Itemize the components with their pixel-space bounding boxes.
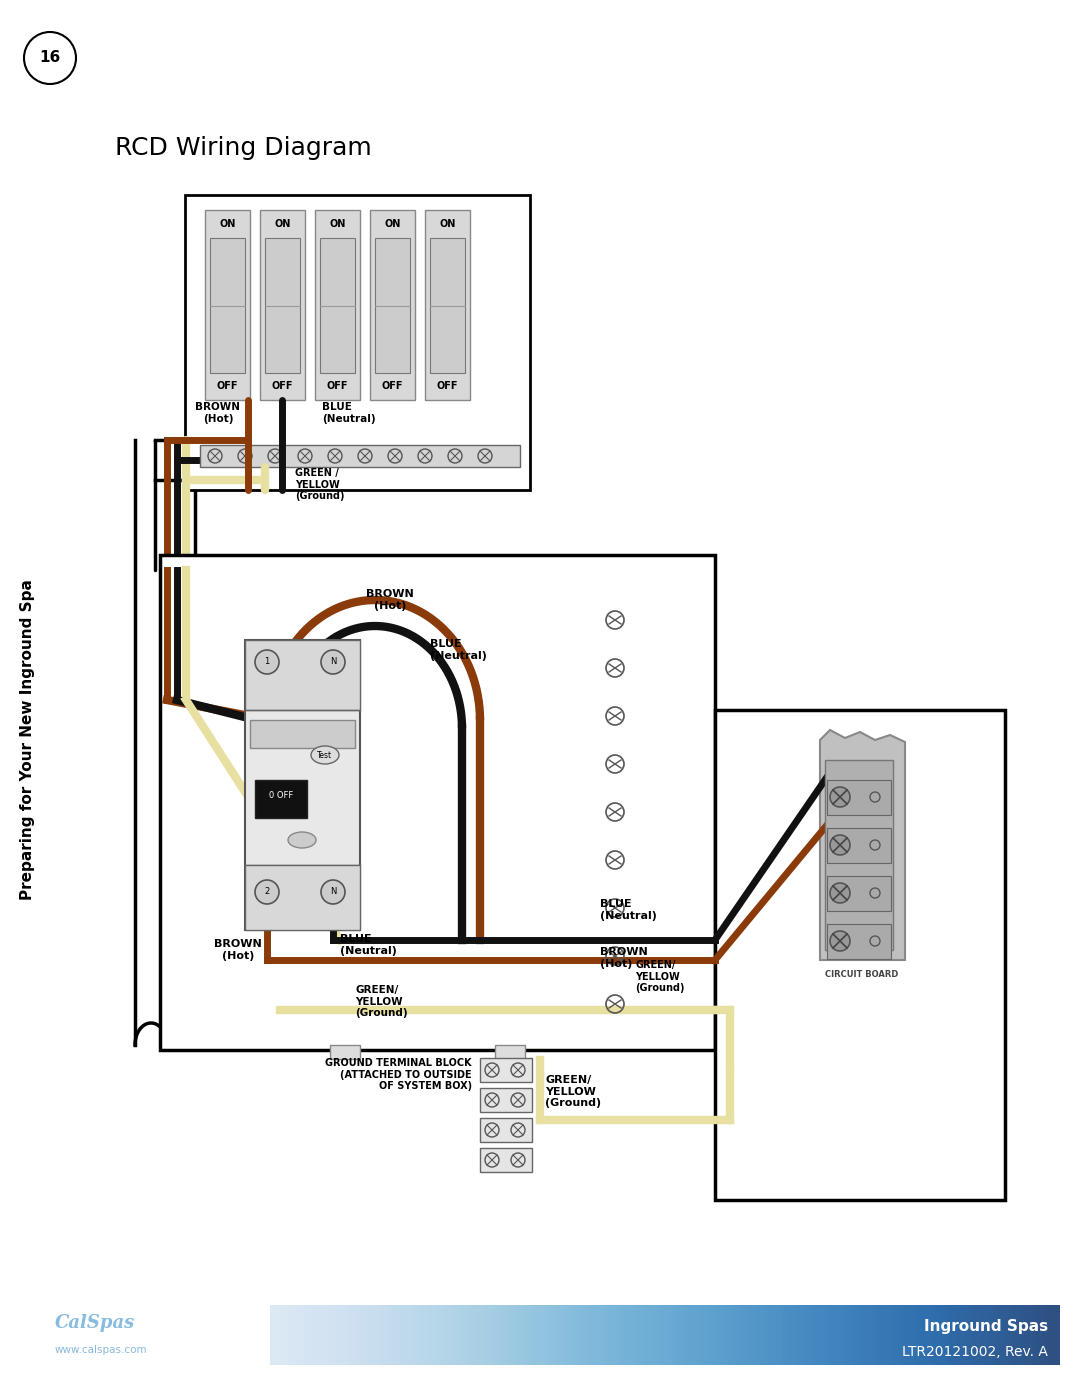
Text: BLUE
(Neutral): BLUE (Neutral) — [322, 402, 376, 423]
Polygon shape — [820, 731, 905, 960]
Ellipse shape — [288, 833, 316, 848]
Bar — [827, 780, 891, 814]
Text: GREEN /
YELLOW
(Ground): GREEN / YELLOW (Ground) — [295, 468, 345, 502]
Bar — [480, 1058, 532, 1083]
Bar — [430, 237, 465, 373]
Bar — [480, 1088, 532, 1112]
Text: BROWN
(Hot): BROWN (Hot) — [195, 402, 241, 423]
Circle shape — [321, 650, 345, 673]
Bar — [827, 923, 891, 958]
Bar — [156, 440, 195, 570]
Bar — [480, 1118, 532, 1141]
Text: BLUE
(Neutral): BLUE (Neutral) — [430, 640, 487, 661]
Bar — [370, 210, 415, 400]
Bar — [185, 196, 530, 490]
Bar — [330, 1045, 360, 1059]
Text: Test: Test — [318, 750, 333, 760]
Bar — [480, 1148, 532, 1172]
Text: RCD Wiring Diagram: RCD Wiring Diagram — [114, 136, 372, 161]
Text: GREEN/
YELLOW
(Ground): GREEN/ YELLOW (Ground) — [635, 960, 685, 993]
Text: 0 OFF: 0 OFF — [269, 791, 293, 799]
Bar — [245, 640, 360, 710]
Circle shape — [831, 835, 850, 855]
Bar — [260, 210, 305, 400]
Bar — [320, 237, 355, 373]
Bar — [245, 865, 360, 930]
Circle shape — [321, 880, 345, 904]
Text: GREEN/
YELLOW
(Ground): GREEN/ YELLOW (Ground) — [355, 985, 407, 1018]
Bar — [827, 828, 891, 863]
Text: BLUE
(Neutral): BLUE (Neutral) — [600, 900, 657, 921]
Bar — [827, 876, 891, 911]
Text: 2: 2 — [265, 887, 270, 897]
Bar — [426, 210, 470, 400]
Circle shape — [255, 650, 279, 673]
Text: GREEN/
YELLOW
(Ground): GREEN/ YELLOW (Ground) — [545, 1076, 602, 1108]
Text: ON: ON — [219, 219, 235, 229]
Bar — [265, 237, 300, 373]
Text: BLUE
(Neutral): BLUE (Neutral) — [340, 935, 396, 956]
Text: 16: 16 — [39, 50, 60, 66]
Bar — [495, 1045, 525, 1059]
Text: GROUND TERMINAL BLOCK
(ATTACHED TO OUTSIDE
OF SYSTEM BOX): GROUND TERMINAL BLOCK (ATTACHED TO OUTSI… — [325, 1058, 472, 1091]
Text: Inground Spas: Inground Spas — [923, 1320, 1048, 1334]
Bar — [200, 446, 519, 467]
Text: ON: ON — [329, 219, 346, 229]
Text: BROWN
(Hot): BROWN (Hot) — [600, 947, 648, 968]
Bar — [205, 210, 249, 400]
Text: BROWN
(Hot): BROWN (Hot) — [366, 590, 414, 610]
Text: N: N — [329, 658, 336, 666]
Bar — [375, 237, 410, 373]
Bar — [160, 555, 715, 1051]
Bar — [715, 710, 1005, 1200]
Text: ON: ON — [384, 219, 401, 229]
Text: Preparing for Your New Inground Spa: Preparing for Your New Inground Spa — [21, 580, 36, 901]
Bar — [249, 719, 355, 747]
Bar — [825, 760, 893, 950]
Text: LTR20121002, Rev. A: LTR20121002, Rev. A — [902, 1345, 1048, 1359]
Circle shape — [831, 930, 850, 951]
Bar — [315, 210, 360, 400]
Text: ON: ON — [274, 219, 291, 229]
Circle shape — [831, 787, 850, 807]
Bar — [210, 237, 245, 373]
Text: CalSpas: CalSpas — [55, 1315, 135, 1331]
Circle shape — [831, 883, 850, 902]
Text: CIRCUIT BOARD: CIRCUIT BOARD — [825, 970, 899, 979]
Text: ON: ON — [440, 219, 456, 229]
Circle shape — [255, 880, 279, 904]
Text: OFF: OFF — [436, 381, 458, 391]
Text: OFF: OFF — [327, 381, 348, 391]
Bar — [245, 640, 360, 930]
Text: www.calspas.com: www.calspas.com — [55, 1345, 148, 1355]
Text: 1: 1 — [265, 658, 270, 666]
Text: OFF: OFF — [381, 381, 403, 391]
Text: BROWN
(Hot): BROWN (Hot) — [214, 939, 261, 961]
Text: OFF: OFF — [217, 381, 239, 391]
Bar — [255, 780, 307, 819]
Text: N: N — [329, 887, 336, 897]
Text: OFF: OFF — [272, 381, 294, 391]
Ellipse shape — [311, 746, 339, 764]
